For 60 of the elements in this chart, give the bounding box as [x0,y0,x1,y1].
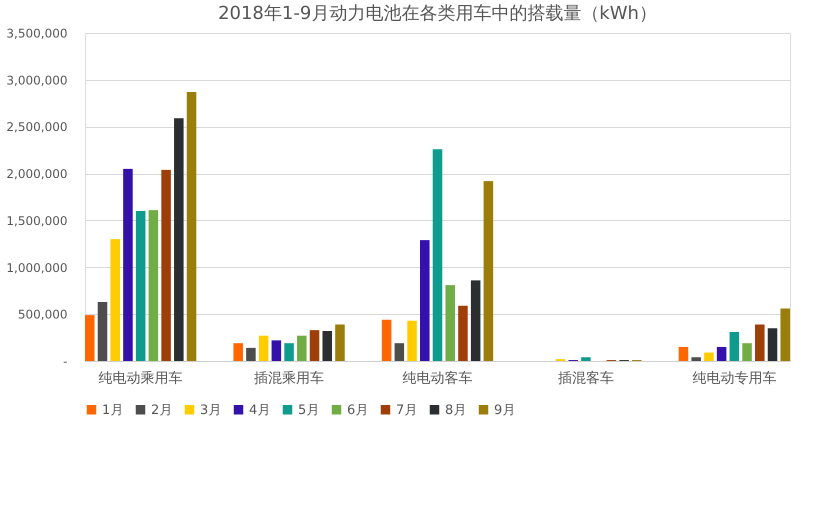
bar [98,302,108,361]
legend-label: 8月 [445,402,466,418]
bar [148,210,158,361]
legend-label: 2月 [151,402,172,418]
bar [394,343,404,361]
y-tick-label: - [63,354,68,368]
bar [335,324,345,361]
bar [420,240,430,361]
y-tick-label: 3,500,000 [6,26,68,40]
y-tick-label: 500,000 [18,308,68,322]
x-tick-label: 插混客车 [558,370,614,386]
bar [704,352,714,361]
bar [742,343,752,361]
bar [136,211,146,361]
bar [110,239,120,361]
bar [432,149,442,361]
bar [382,320,392,361]
bar [284,343,294,361]
bar [272,340,282,361]
legend-label: 3月 [200,402,222,418]
bar [85,315,95,361]
bar [297,336,307,361]
bar [258,336,268,361]
y-tick-label: 1,500,000 [6,214,68,228]
x-tick-label: 纯电动乘用车 [98,370,183,386]
x-tick-label: 纯电动专用车 [692,370,776,386]
x-tick-label: 纯电动客车 [402,370,472,386]
bar [691,357,701,361]
bar [186,92,196,361]
legend-label: 6月 [347,402,368,418]
bar [445,285,455,361]
y-tick-label: 3,000,000 [6,73,68,88]
bar [678,346,688,361]
bar [581,357,591,361]
bar [161,170,171,361]
bar [716,346,726,361]
legend-label: 1月 [102,402,124,418]
bar [233,343,243,361]
bar [484,181,494,361]
bar [123,168,133,361]
bar [458,306,468,361]
y-tick-label: 2,500,000 [6,120,68,134]
bar [246,348,256,361]
legend-label: 9月 [494,402,516,418]
bar [755,324,765,361]
bar [730,332,740,361]
bar [768,328,778,361]
x-tick-label: 插混乘用车 [254,370,324,386]
bar [310,330,320,361]
bar [780,308,790,361]
y-tick-label: 2,000,000 [6,167,68,182]
bar [470,280,480,361]
legend-label: 7月 [396,402,418,418]
chart-title: 2018年1-9月动力电池在各类用车中的搭载量（kWh） [218,3,657,24]
legend-label: 5月 [298,402,320,418]
y-tick-label: 1,000,000 [6,260,68,275]
bar [407,320,417,361]
legend-label: 4月 [249,402,270,418]
bar [322,331,332,361]
bar [174,118,184,361]
